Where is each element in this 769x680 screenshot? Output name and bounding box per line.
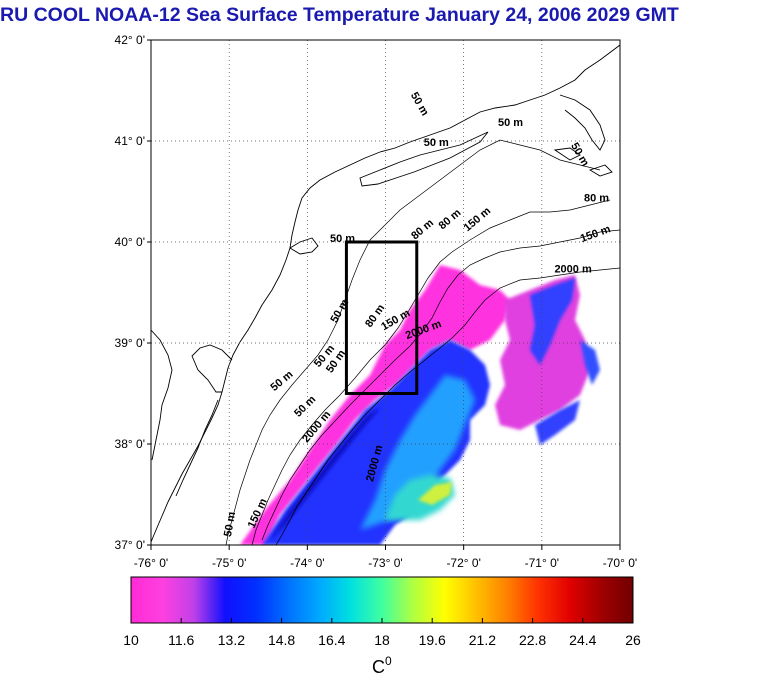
colorbar-tick-label: 18 — [374, 632, 390, 648]
contour-depth-label: 50 m — [498, 117, 523, 129]
map-gridlines — [151, 40, 620, 545]
contour-80m — [251, 199, 611, 545]
coastline-chesapeake — [151, 329, 173, 461]
sst-magenta-band — [240, 265, 510, 545]
sst-offshore-blue — [530, 278, 575, 365]
coastline-barrier — [175, 399, 219, 497]
lat-tick-label: 38° 0' — [115, 437, 145, 451]
colorbar-unit: C0 — [372, 654, 392, 677]
lon-tick-label: -76° 0' — [134, 556, 168, 570]
coastline-long-island — [359, 131, 489, 187]
contour-depth-label: 80 m — [584, 193, 609, 205]
longitude-labels: -76° 0' -75° 0' -74° 0' -73° 0' -72° 0' -71° … — [134, 545, 637, 570]
lat-tick-label: 39° 0' — [115, 336, 145, 350]
coastline-mainland — [151, 44, 620, 543]
lat-tick-label: 42° 0' — [115, 33, 145, 47]
colorbar-tick-label: 19.6 — [419, 632, 446, 648]
lon-tick-label: -73° 0' — [368, 556, 402, 570]
sst-imagery — [240, 265, 600, 545]
study-area-box — [344, 240, 419, 395]
sst-yellow-spot — [418, 482, 452, 505]
contour-50m — [225, 139, 601, 545]
lat-tick-label: 40° 0' — [115, 235, 145, 249]
colorbar-tick-label: 14.8 — [268, 632, 295, 648]
contour-depth-label: 50 m — [222, 511, 238, 538]
contour-depth-label: 50 m — [424, 137, 449, 149]
lon-tick-label: -75° 0' — [212, 556, 246, 570]
lon-tick-label: -71° 0' — [525, 556, 559, 570]
lon-tick-label: -74° 0' — [290, 556, 324, 570]
colorbar-tick-label: 22.8 — [519, 632, 546, 648]
sst-cyan-core — [360, 375, 475, 530]
coastline-delaware-bay — [191, 344, 233, 393]
sst-offshore-blue-2 — [535, 400, 580, 445]
lat-tick-label: 41° 0' — [115, 134, 145, 148]
colorbar-tick-label: 21.2 — [469, 632, 496, 648]
colorbar-tick-label: 13.2 — [218, 632, 245, 648]
contour-depth-label: 2000 m — [554, 263, 592, 275]
colorbar-ticks: 10 11.6 13.2 14.8 16.4 18 19.6 21.2 22.8 24.4 26 — [123, 618, 641, 648]
colorbar-tick-label: 16.4 — [318, 632, 345, 648]
sst-darkblue-edge — [270, 408, 380, 540]
lon-tick-label: -72° 0' — [446, 556, 480, 570]
page-title: RU COOL NOAA-12 Sea Surface Temperature … — [0, 4, 679, 26]
coastline-cape-cod — [559, 94, 606, 151]
latitude-labels: 42° 0' 41° 0' 40° 0' 39° 0' 38° 0' 37° 0' — [115, 33, 151, 552]
colorbar-tick-label: 26 — [625, 632, 641, 648]
colorbar-tick-label: 24.4 — [569, 632, 596, 648]
colorbar-tick-label: 11.6 — [168, 632, 194, 648]
coastline-islands — [553, 147, 613, 177]
lat-tick-label: 37° 0' — [115, 538, 145, 552]
colorbar — [130, 576, 634, 624]
colorbar-tick-label: 10 — [123, 632, 139, 648]
lon-tick-label: -70° 0' — [603, 556, 637, 570]
coastline — [151, 44, 620, 543]
sst-offshore-blue-3 — [580, 340, 600, 385]
